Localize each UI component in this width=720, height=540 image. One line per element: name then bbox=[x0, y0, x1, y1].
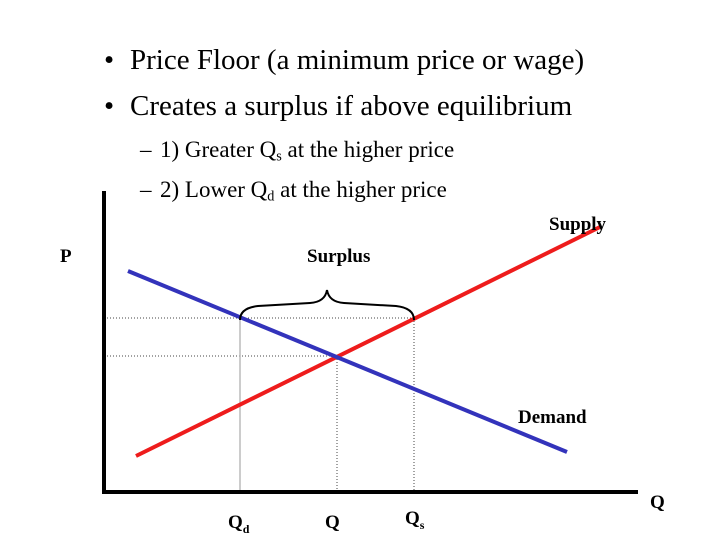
bullet-item: • Creates a surplus if above equilibrium bbox=[104, 90, 572, 123]
dash-mark: – bbox=[140, 177, 152, 202]
surplus-brace bbox=[239, 289, 415, 321]
sub-bullet-item: –2) Lower Qd at the higher price bbox=[140, 177, 447, 206]
dash-mark: – bbox=[140, 137, 152, 162]
subscript-s: s bbox=[276, 148, 282, 165]
axis-label-p: P bbox=[60, 246, 72, 267]
bullet-mark: • bbox=[104, 44, 115, 76]
bullet-text: Price Floor (a minimum price or wage) bbox=[130, 44, 585, 76]
demand-label: Demand bbox=[518, 407, 587, 428]
tick-qd-main: Q bbox=[228, 512, 243, 533]
sub-bullet-prefix: 2) Lower Q bbox=[160, 177, 268, 202]
sub-bullet-suffix: at the higher price bbox=[274, 177, 447, 202]
tick-label-qs: Qs bbox=[405, 508, 425, 532]
sub-bullet-item: –1) Greater Qs at the higher price bbox=[140, 137, 454, 166]
supply-curve bbox=[135, 225, 601, 458]
sub-bullet-suffix: at the higher price bbox=[281, 137, 455, 162]
demand-curve bbox=[127, 269, 568, 454]
bullet-mark: • bbox=[104, 90, 115, 122]
axis-label-q: Q bbox=[650, 492, 665, 513]
tick-qs-main: Q bbox=[405, 508, 420, 529]
bullet-item: • Price Floor (a minimum price or wage) bbox=[104, 44, 584, 77]
tick-label-qd: Qd bbox=[228, 512, 250, 536]
surplus-label: Surplus bbox=[307, 246, 370, 267]
tick-qs-sub: s bbox=[420, 518, 425, 532]
sub-bullet-prefix: 1) Greater Q bbox=[160, 137, 277, 162]
supply-label: Supply bbox=[549, 214, 607, 235]
tick-label-q: Q bbox=[325, 512, 340, 533]
tick-qd-sub: d bbox=[243, 522, 250, 536]
subscript-d: d bbox=[267, 188, 275, 205]
bullet-text: Creates a surplus if above equilibrium bbox=[130, 90, 573, 122]
